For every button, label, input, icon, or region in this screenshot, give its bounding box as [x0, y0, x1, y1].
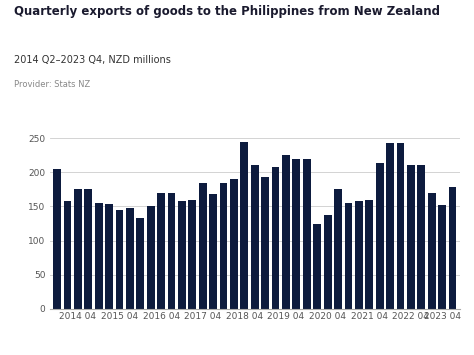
Bar — [355, 201, 363, 309]
Bar — [209, 194, 217, 309]
Text: figure.nz: figure.nz — [378, 13, 435, 24]
Bar — [282, 155, 290, 309]
Bar — [251, 165, 259, 309]
Bar — [418, 165, 425, 309]
Text: Quarterly exports of goods to the Philippines from New Zealand: Quarterly exports of goods to the Philip… — [14, 5, 440, 18]
Bar — [261, 177, 269, 309]
Bar — [147, 207, 155, 309]
Bar — [168, 193, 175, 309]
Bar — [64, 201, 72, 309]
Bar — [365, 200, 373, 309]
Bar — [272, 167, 280, 309]
Bar — [428, 193, 436, 309]
Bar — [178, 201, 186, 309]
Bar — [240, 142, 248, 309]
Bar — [95, 203, 102, 309]
Text: 2014 Q2–2023 Q4, NZD millions: 2014 Q2–2023 Q4, NZD millions — [14, 55, 171, 65]
Bar — [397, 143, 404, 309]
Bar — [137, 218, 144, 309]
Bar — [407, 165, 415, 309]
Bar — [448, 187, 456, 309]
Bar — [74, 189, 82, 309]
Bar — [438, 205, 446, 309]
Bar — [199, 182, 207, 309]
Bar — [105, 204, 113, 309]
Bar — [116, 210, 123, 309]
Bar — [53, 169, 61, 309]
Bar — [376, 163, 383, 309]
Bar — [157, 193, 165, 309]
Bar — [386, 143, 394, 309]
Bar — [334, 189, 342, 309]
Bar — [189, 200, 196, 309]
Bar — [313, 224, 321, 309]
Bar — [126, 208, 134, 309]
Text: Provider: Stats NZ: Provider: Stats NZ — [14, 80, 91, 89]
Bar — [345, 203, 352, 309]
Bar — [219, 182, 228, 309]
Bar — [292, 159, 301, 309]
Bar — [230, 179, 238, 309]
Bar — [84, 189, 92, 309]
Bar — [324, 215, 331, 309]
Bar — [303, 159, 311, 309]
